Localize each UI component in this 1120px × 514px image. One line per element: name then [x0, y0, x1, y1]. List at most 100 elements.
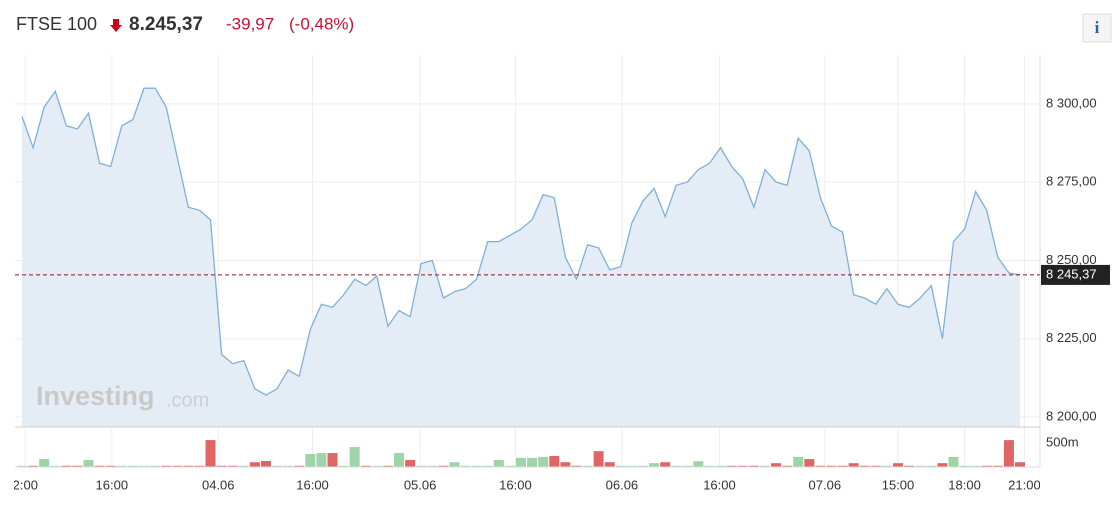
volume-bar	[870, 465, 881, 467]
volume-bar	[460, 465, 471, 467]
volume-bar	[771, 463, 782, 467]
volume-bar	[704, 465, 715, 467]
volume-bar	[837, 465, 848, 467]
volume-bar	[782, 465, 793, 467]
change-percent: (-0,48%)	[289, 14, 354, 33]
volume-bar	[72, 465, 83, 467]
volume-bar	[61, 465, 72, 467]
volume-bar	[438, 465, 449, 467]
volume-bar	[726, 465, 737, 467]
volume-bar	[172, 465, 183, 467]
volume-bar	[238, 465, 249, 467]
volume-bar	[926, 465, 937, 467]
volume-bar	[150, 465, 161, 467]
volume-bar	[260, 460, 271, 467]
volume-bar	[671, 465, 682, 467]
x-tick-label: 04.06	[202, 477, 235, 492]
volume-bar	[893, 463, 904, 467]
volume-bar	[693, 461, 704, 467]
volume-bar	[626, 465, 637, 467]
volume-tick-label: 500m	[1046, 434, 1079, 449]
volume-bar	[405, 460, 416, 467]
volume-bar	[848, 463, 859, 467]
price-line	[21, 87, 1021, 396]
y-tick-label: 8 250,00	[1046, 252, 1097, 267]
volume-bar	[582, 465, 593, 467]
volume-bar	[881, 465, 892, 467]
volume-bar	[604, 462, 615, 467]
volume-bar	[549, 455, 560, 467]
x-tick-label: 16:00	[296, 477, 329, 492]
x-tick-label: 07.06	[809, 477, 842, 492]
y-tick-label: 8 200,00	[1046, 408, 1097, 423]
volume-bar	[538, 456, 549, 467]
volume-bar	[1003, 440, 1014, 467]
info-icon[interactable]: i	[1095, 18, 1100, 37]
volume-bar	[527, 457, 538, 467]
volume-bar	[94, 465, 105, 467]
volume-bar	[904, 465, 915, 467]
volume-bar	[39, 459, 50, 467]
volume-bar	[593, 451, 604, 467]
index-name: FTSE 100	[16, 14, 97, 34]
x-tick-label: 21:00	[1008, 477, 1041, 492]
volume-bar	[105, 465, 116, 467]
volume-bar	[194, 465, 205, 467]
volume-bar	[571, 465, 582, 467]
y-tick-label: 8 300,00	[1046, 95, 1097, 110]
volume-bar	[649, 463, 660, 467]
volume-bar	[183, 465, 194, 467]
y-tick-label: 8 275,00	[1046, 174, 1097, 189]
volume-bar	[759, 465, 770, 467]
watermark: Investing	[36, 381, 155, 411]
volume-bar	[615, 465, 626, 467]
volume-bar	[371, 465, 382, 467]
current-price-box	[1041, 264, 1110, 285]
volume-bar	[959, 465, 970, 467]
volume-bar	[28, 465, 39, 467]
change: -39,97	[226, 14, 274, 33]
volume-bar	[138, 465, 149, 467]
watermark-suffix: .com	[166, 389, 209, 411]
x-tick-label: 06.06	[606, 477, 639, 492]
volume-bar	[305, 454, 316, 467]
volume-bar	[748, 465, 759, 467]
volume-bar	[416, 465, 427, 467]
volume-bar	[504, 465, 515, 467]
volume-bar	[637, 465, 648, 467]
volume-bar	[660, 462, 671, 467]
price: 8.245,37	[129, 14, 203, 35]
x-tick-label: 16:00	[703, 477, 736, 492]
volume-bar	[471, 465, 482, 467]
x-tick-label: 2:00	[13, 477, 38, 492]
volume-bar	[349, 447, 360, 467]
volume-bar	[804, 459, 815, 467]
volume-bar	[116, 465, 127, 467]
volume-bar	[482, 465, 493, 467]
x-tick-label: 05.06	[404, 477, 437, 492]
volume-bar	[161, 465, 172, 467]
volume-bar	[249, 462, 260, 467]
volume-bar	[272, 465, 283, 467]
volume-bar	[360, 465, 371, 467]
y-tick-label: 8 225,00	[1046, 330, 1097, 345]
info-button[interactable]	[1082, 13, 1112, 43]
volume-bar	[937, 463, 948, 467]
volume-bar	[449, 462, 460, 467]
down-arrow	[110, 19, 122, 32]
x-tick-label: 16:00	[499, 477, 532, 492]
volume-bar	[682, 465, 693, 467]
volume-bar	[283, 465, 294, 467]
volume-bar	[338, 465, 349, 467]
x-tick-label: 15:00	[882, 477, 915, 492]
volume-bar	[815, 465, 826, 467]
volume-bar	[793, 456, 804, 467]
volume-bar	[560, 462, 571, 467]
volume-bar	[427, 465, 438, 467]
volume-bar	[83, 460, 94, 467]
volume-bar	[948, 456, 959, 467]
volume-bar	[294, 465, 305, 467]
volume-bar	[859, 465, 870, 467]
volume-bar	[737, 465, 748, 467]
